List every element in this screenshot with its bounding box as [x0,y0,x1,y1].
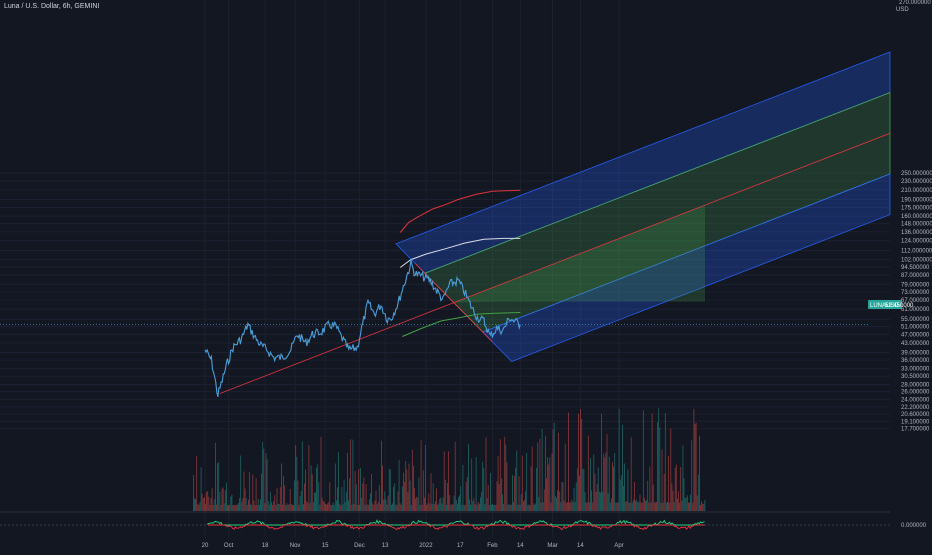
x-tick-11: Mar [547,543,557,549]
y-tick-13: 79.000000 [901,282,930,288]
y-tick-20: 43.000000 [901,341,930,347]
price-badge: LUNAUSD 52.450000 [868,300,914,309]
x-tick-0: 20 [202,543,209,549]
y-tick-21: 39.000000 [901,350,930,356]
price-badge-bg [868,300,902,309]
price-line [204,259,521,397]
y-tick-1: 230.000000 [901,179,932,185]
y-tick-27: 24.000000 [901,397,930,403]
y-tick-22: 36.000000 [901,358,930,364]
oscillator-tick: 0.000000 [901,523,927,529]
y-tick-31: 17.700000 [901,427,930,433]
x-tick-8: 17 [457,543,464,549]
y-tick-0: 250.000000 [901,171,932,177]
x-tick-13: Apr [614,543,623,549]
y-tick-12: 87.000000 [901,273,930,279]
y-tick-2: 210.000000 [901,188,932,194]
x-tick-12: 14 [577,543,584,549]
currency-unit[interactable]: USD [896,7,909,13]
oscillator-pane: 0.000000 [0,519,927,531]
y-tick-28: 22.200000 [901,405,930,411]
y-tick-23: 33.000000 [901,367,930,373]
y-tick-29: 20.600000 [901,412,930,418]
x-tick-10: 14 [517,543,524,549]
y-tick-11: 94.500000 [901,265,930,271]
price-series [0,259,868,397]
price-badge-value: 52.450000 [885,303,914,309]
chart-title: Luna / U.S. Dollar, 6h, GEMINI [4,3,100,10]
volume-bars [193,408,706,511]
y-tick-30: 19.100000 [901,419,930,425]
y-tick-15: 67.000000 [901,298,930,304]
x-tick-4: 15 [322,543,329,549]
y-tick-6: 148.000000 [901,222,932,228]
moving-average-3 [402,312,521,337]
x-tick-2: 18 [262,543,269,549]
y-tick-5: 160.000000 [901,214,932,220]
y-tick-8: 124.000000 [901,239,932,245]
x-tick-5: Dec [354,543,365,549]
y-tick-9: 112.000000 [901,249,932,255]
y-tick-10: 102.000000 [901,258,932,264]
price-badge-label: LUNAUSD [870,303,899,309]
y-tick-18: 51.000000 [901,325,930,331]
y-tick-7: 136.000000 [901,230,932,236]
y-tick-4: 175.000000 [901,205,932,211]
x-axis: 20 Oct 18 Nov 15 Dec 13 2022 17 Feb 14 Mar 14 Apr [202,543,624,549]
moving-average-2 [399,237,521,268]
x-tick-6: 13 [382,543,389,549]
y-tick-top: 270.000000 [899,0,931,6]
y-tick-14: 73.000000 [901,290,930,296]
x-tick-7: 2022 [419,543,433,549]
moving-average-1 [399,189,521,233]
moving-averages [399,189,521,337]
y-tick-16: 61.000000 [901,307,930,313]
y-tick-24: 30.500000 [901,374,930,380]
pitchfork-tool [219,51,891,394]
y-tick-17: 55.000000 [901,317,930,323]
y-tick-25: 28.000000 [901,382,930,388]
x-tick-1: Oct [224,543,234,549]
x-tick-9: Feb [487,543,498,549]
y-axis: 250.000000 230.000000 210.000000 190.000000… [901,171,932,433]
y-tick-26: 26.000000 [901,390,930,396]
y-tick-19: 47.000000 [901,332,930,338]
x-tick-3: Nov [290,543,301,549]
y-tick-3: 190.000000 [901,198,932,204]
